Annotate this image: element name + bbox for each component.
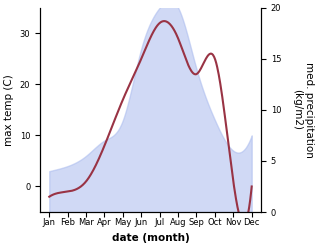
Y-axis label: max temp (C): max temp (C) (4, 74, 14, 146)
Y-axis label: med. precipitation
(kg/m2): med. precipitation (kg/m2) (292, 62, 314, 158)
X-axis label: date (month): date (month) (112, 233, 189, 243)
